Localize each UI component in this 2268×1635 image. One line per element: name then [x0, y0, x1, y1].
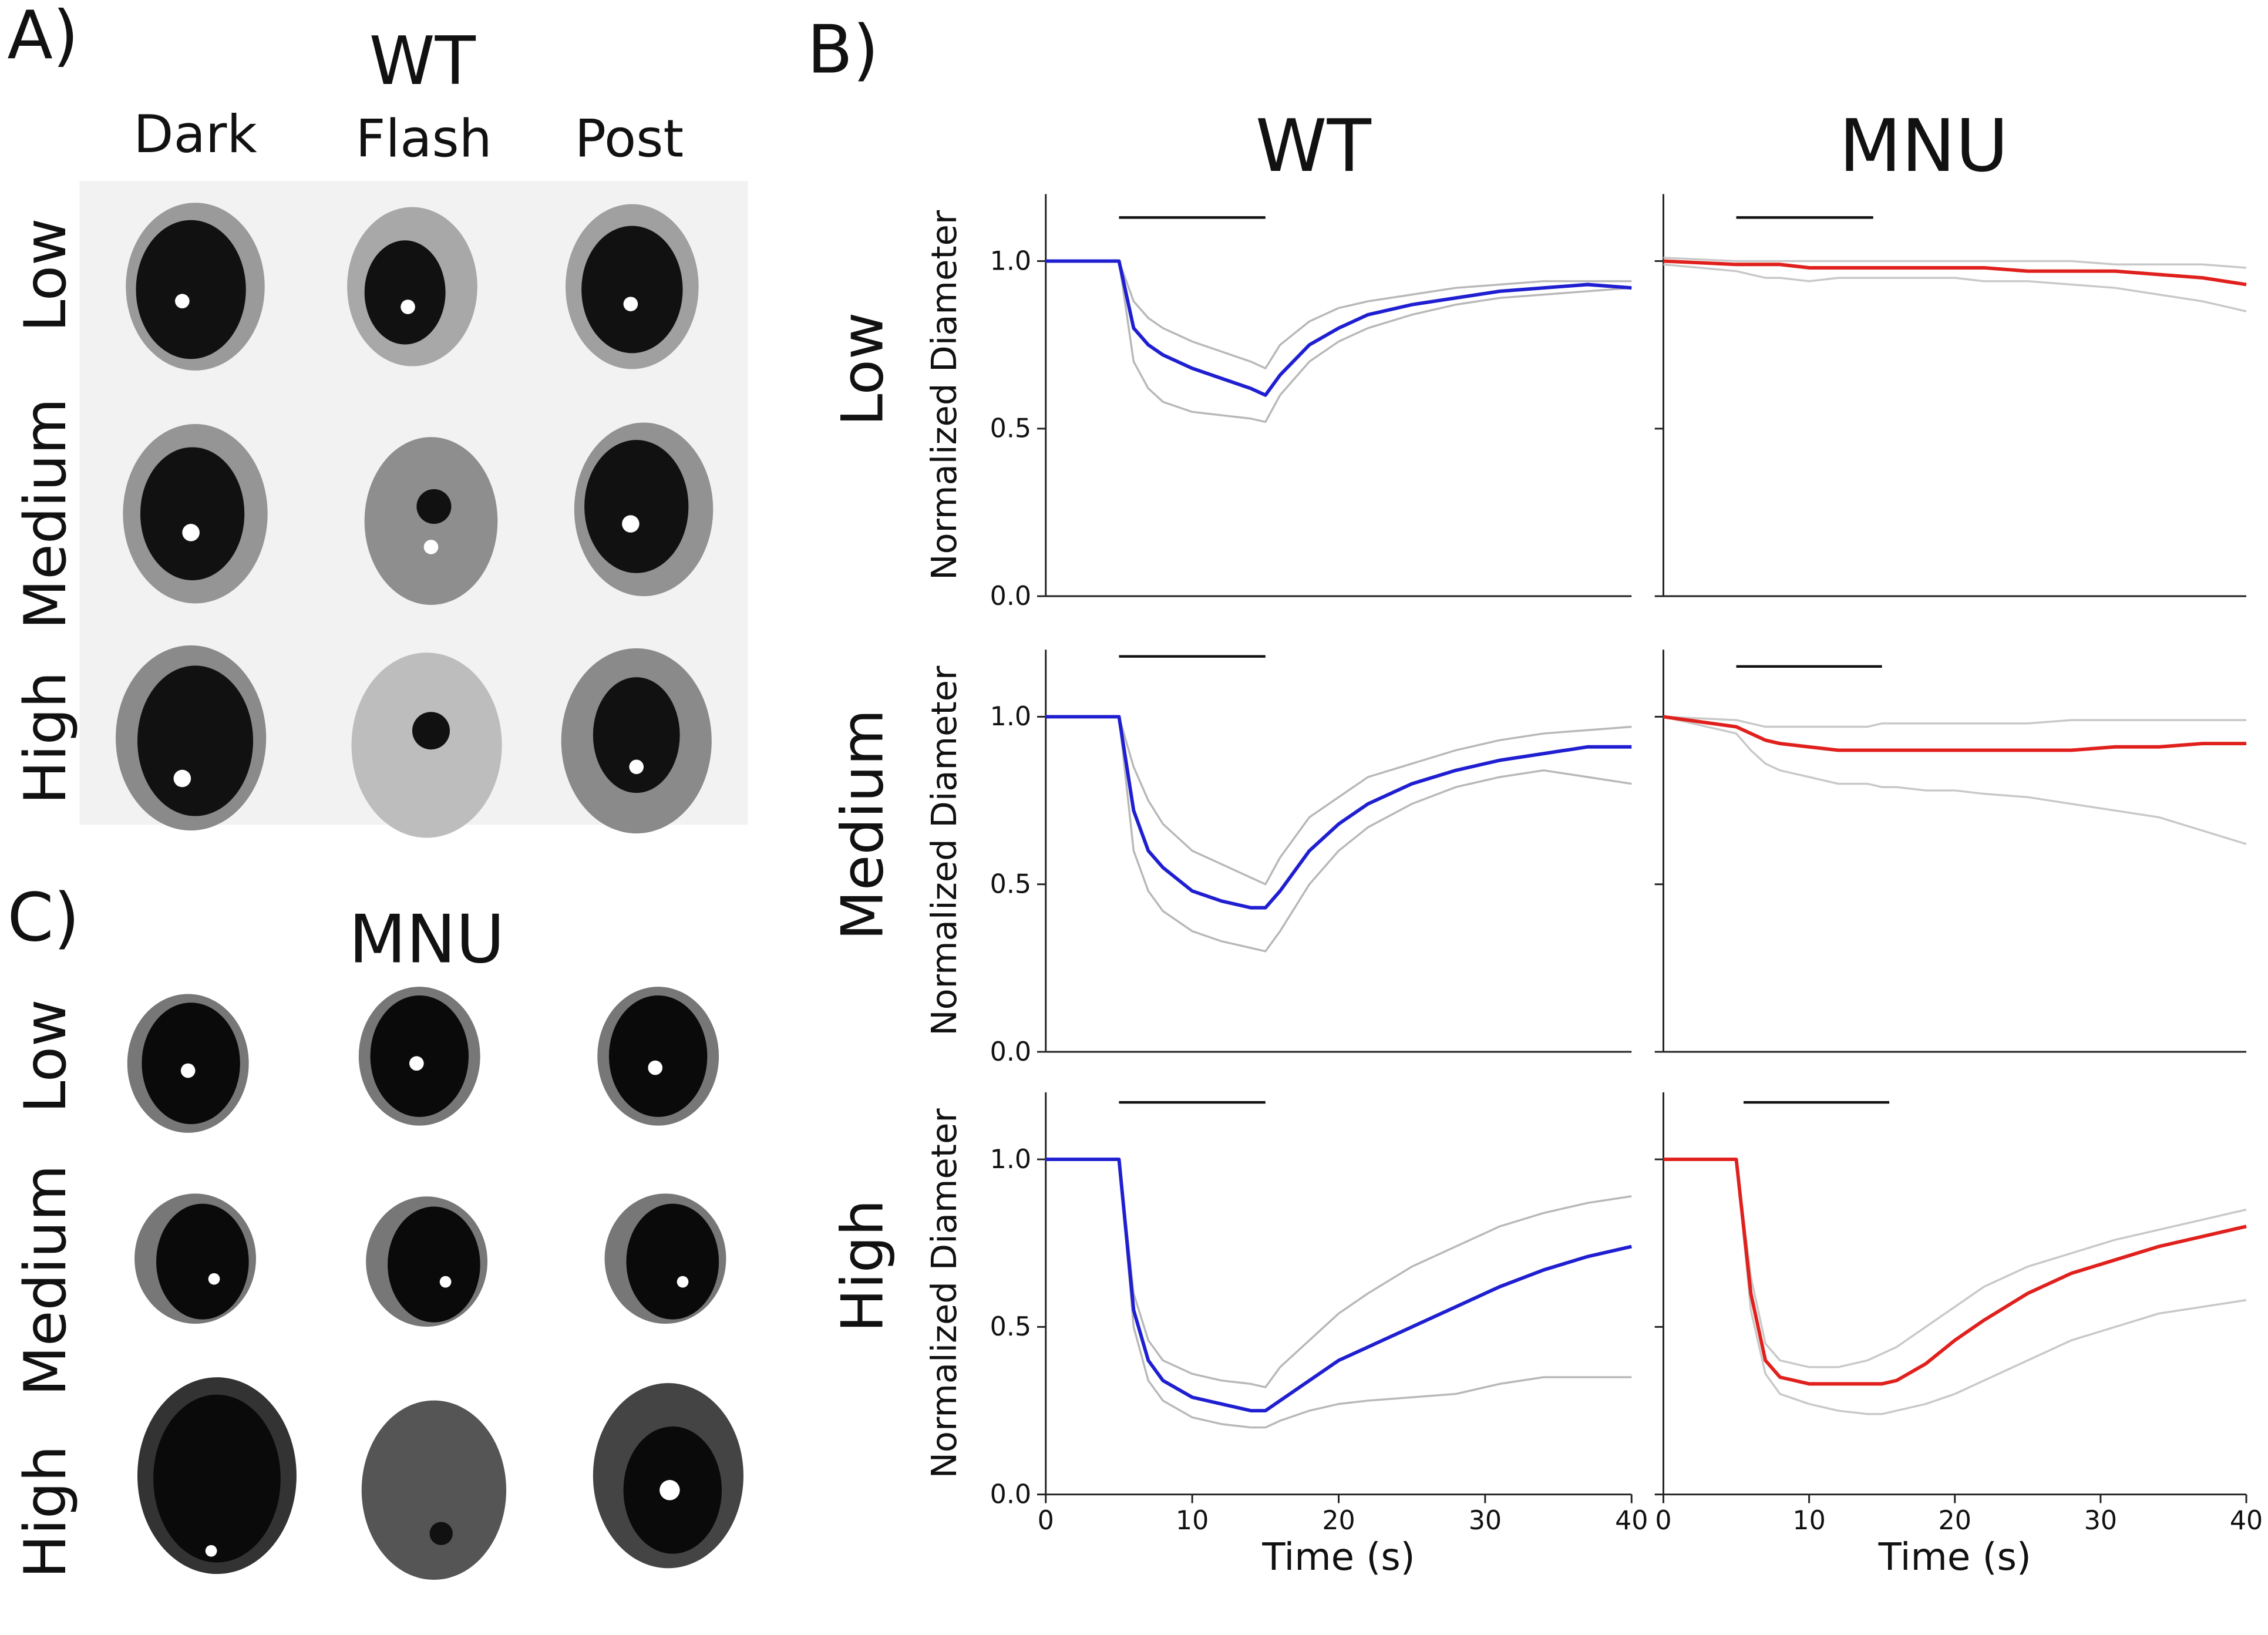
- x-axis-label: Time (s): [1261, 1536, 1415, 1579]
- x-axis-label: Time (s): [1878, 1536, 2031, 1579]
- row-label: High: [12, 1445, 79, 1578]
- trace: [1663, 1158, 2247, 1386]
- column-title: MNU: [1839, 105, 2008, 189]
- plot: 0.0 0.5 1.0 0 10 20 30 40 Normalized Diameter Tim…: [924, 1092, 1648, 1579]
- column-label: Post: [575, 108, 684, 169]
- trace: [1663, 715, 2247, 728]
- trace: [1663, 263, 2247, 312]
- eye: [566, 204, 699, 369]
- plot: [1654, 194, 2247, 597]
- trace: [1663, 259, 2247, 287]
- photo-grid-mnu: [127, 987, 743, 1580]
- trace: [1045, 1158, 1632, 1429]
- column-title: WT: [1256, 105, 1372, 189]
- trace: [1045, 715, 1632, 886]
- eye: [574, 422, 714, 597]
- y-axis-label: Normalized Diameter: [924, 210, 964, 580]
- trace: [1045, 260, 1632, 369]
- eye: [366, 1196, 488, 1327]
- eye: [123, 424, 268, 604]
- eye: [597, 987, 719, 1126]
- plot: 0 10 20 30 40 Time (s): [1654, 1092, 2263, 1579]
- y-tick-label: 0.0: [990, 1037, 1032, 1067]
- trace: [1045, 1158, 1632, 1388]
- plot: [1654, 650, 2247, 1053]
- row-label: High: [12, 671, 79, 804]
- trace: [1045, 715, 1632, 910]
- y-tick-label: 1.0: [990, 702, 1032, 732]
- eye: [126, 203, 265, 371]
- x-tick-label: 30: [2084, 1506, 2117, 1536]
- eye: [364, 437, 498, 605]
- panel-title: MNU: [349, 900, 504, 978]
- eye: [358, 987, 480, 1126]
- x-tick-label: 10: [1792, 1506, 1825, 1536]
- trace: [1045, 715, 1632, 953]
- row-label: Medium: [829, 709, 896, 940]
- trace: [1045, 260, 1632, 423]
- x-tick-label: 0: [1038, 1506, 1054, 1536]
- row-label: Low: [12, 218, 79, 332]
- x-tick-label: 10: [1176, 1506, 1209, 1536]
- trace: [1663, 1158, 2247, 1368]
- row-label: Medium: [12, 398, 79, 630]
- x-tick-label: 40: [2230, 1506, 2263, 1536]
- eye: [116, 645, 267, 831]
- panel-label: B): [807, 11, 879, 89]
- panel-label: A): [7, 0, 79, 74]
- y-axis-label: Normalized Diameter: [924, 1108, 964, 1479]
- panel-label: C): [7, 879, 79, 956]
- y-tick-label: 0.0: [990, 581, 1032, 611]
- plot: 0.0 0.5 1.0 Normalized Diameter: [924, 650, 1632, 1067]
- eye: [351, 652, 502, 838]
- eye: [137, 1377, 297, 1575]
- trace: [1663, 1158, 2247, 1415]
- row-label: Low: [12, 999, 79, 1113]
- x-tick-label: 40: [1615, 1506, 1648, 1536]
- trace: [1663, 715, 2247, 845]
- y-tick-label: 0.5: [990, 1312, 1032, 1342]
- column-label: Dark: [133, 104, 257, 164]
- y-tick-label: 1.0: [990, 246, 1032, 276]
- eye: [347, 207, 477, 366]
- y-tick-label: 0.5: [990, 414, 1032, 444]
- y-tick-label: 1.0: [990, 1145, 1032, 1175]
- panel-title: WT: [369, 22, 476, 100]
- y-tick-label: 0.5: [990, 869, 1032, 899]
- column-label: Flash: [355, 108, 492, 169]
- y-tick-label: 0.0: [990, 1479, 1032, 1509]
- trace: [1045, 259, 1632, 397]
- row-label: High: [829, 1199, 896, 1332]
- eye: [604, 1193, 726, 1324]
- trace: [1663, 715, 2247, 752]
- photo-grid-wt: [79, 181, 748, 838]
- row-label: Medium: [12, 1165, 79, 1396]
- row-label: Low: [829, 312, 896, 426]
- eye: [361, 1400, 507, 1580]
- y-axis-label: Normalized Diameter: [924, 665, 964, 1036]
- eye: [593, 1383, 743, 1569]
- eye: [134, 1193, 256, 1324]
- x-tick-label: 20: [1939, 1506, 1971, 1536]
- plot: 0.0 0.5 1.0 Normalized Diameter: [924, 194, 1632, 611]
- x-tick-label: 20: [1322, 1506, 1355, 1536]
- x-tick-label: 0: [1655, 1506, 1671, 1536]
- eye: [561, 648, 712, 834]
- trace: [1663, 257, 2247, 269]
- eye: [127, 994, 249, 1133]
- x-tick-label: 30: [1469, 1506, 1502, 1536]
- trace: [1045, 1158, 1632, 1412]
